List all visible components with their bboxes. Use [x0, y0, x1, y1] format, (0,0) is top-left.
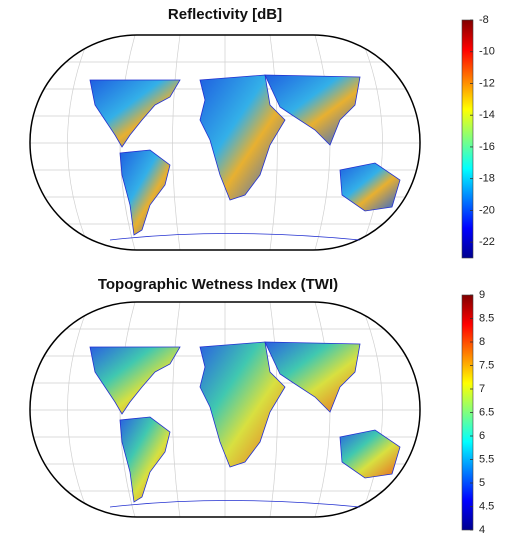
map-panel-1: Reflectivity [dB] [30, 6, 474, 259]
colorbar-tick-label: -12 [479, 77, 495, 89]
colorbar-tick-label: 8 [479, 336, 485, 348]
colorbar-tick-label: -16 [479, 141, 495, 153]
map-title: Topographic Wetness Index (TWI) [98, 276, 338, 293]
map-panel-2: Topographic Wetness Index (TWI) [30, 276, 474, 531]
colorbar-tick-label: -18 [479, 173, 495, 185]
colorbar [461, 19, 474, 259]
map-title: Reflectivity [dB] [168, 6, 282, 23]
colorbar-tick-label: 5.5 [479, 453, 494, 465]
colorbar-tick-label: 7.5 [479, 359, 494, 371]
colorbar-tick-label: 4.5 [479, 500, 494, 512]
colorbar-tick-label: 5 [479, 477, 485, 489]
colorbar-tick-label: 6 [479, 430, 485, 442]
colorbar-tick-label: 7 [479, 383, 485, 395]
colorbar-tick-label: 8.5 [479, 312, 494, 324]
colorbar-tick-label: -8 [479, 14, 489, 26]
colorbar-tick-label: 9 [479, 289, 485, 301]
colorbar-tick-label: 6.5 [479, 406, 494, 418]
colorbar-tick-label: -20 [479, 204, 495, 216]
colorbar-tick-label: -22 [479, 236, 495, 248]
colorbar-tick-label: -10 [479, 46, 495, 58]
colorbar-tick-label: 4 [479, 524, 485, 536]
colorbar-tick-label: -14 [479, 109, 495, 121]
